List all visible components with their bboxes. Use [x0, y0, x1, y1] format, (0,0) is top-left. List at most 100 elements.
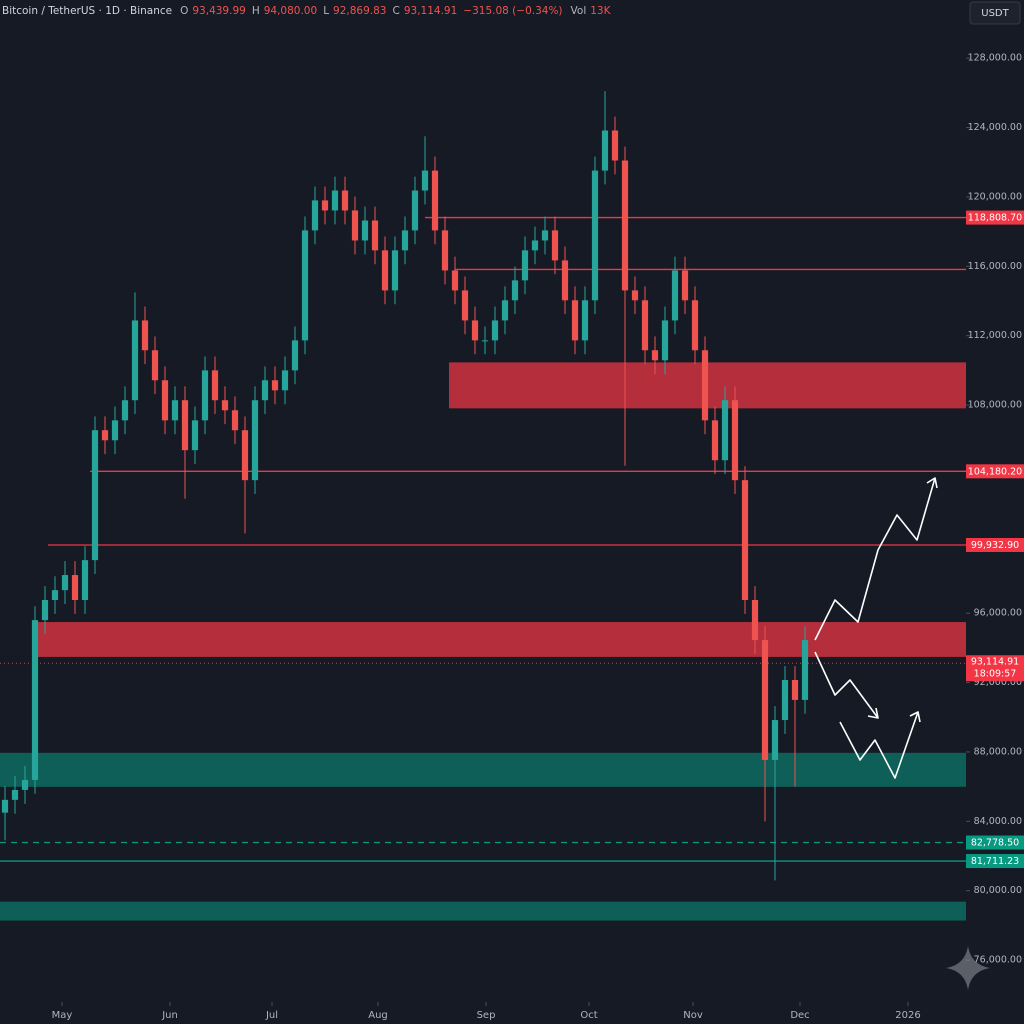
x-tick-label: Sep	[477, 1010, 496, 1021]
candle-body	[651, 350, 659, 361]
candle-body	[141, 320, 149, 351]
y-tick-label: 76,000.00	[974, 955, 1022, 966]
time-axis: May Jun Jul Aug Sep Oct Nov Dec 2026	[52, 1002, 921, 1021]
candle-body	[101, 430, 109, 441]
x-tick-label: 2026	[895, 1010, 920, 1021]
symbol: Bitcoin / TetherUS · 1D · Binance	[2, 5, 172, 17]
last-price-tag	[966, 655, 1024, 682]
candle-body	[471, 320, 479, 341]
countdown: 18:09:57	[974, 669, 1017, 680]
candle-body	[721, 400, 729, 461]
candle-body	[11, 789, 19, 800]
candle-body	[481, 340, 489, 342]
ohlc-key: O	[180, 5, 188, 17]
candle-body	[561, 260, 569, 301]
volume: 13K	[590, 5, 611, 17]
candle-body	[311, 200, 319, 231]
candle-body	[591, 170, 599, 301]
price-tag-label: 99,932.90	[971, 540, 1019, 551]
change: −315.08 (−0.34%)	[463, 5, 562, 17]
candle-body	[711, 420, 719, 461]
candle-body	[31, 620, 39, 780]
candle-body	[171, 400, 179, 421]
currency-label[interactable]: USDT	[981, 8, 1009, 19]
candle-body	[211, 370, 219, 401]
candle-body	[421, 170, 429, 191]
x-tick-label: Aug	[368, 1010, 388, 1021]
candle-body	[161, 380, 169, 421]
candle-body	[361, 220, 369, 241]
x-tick-label: Dec	[790, 1010, 809, 1021]
candle-body	[401, 230, 409, 251]
volume-key: Vol	[571, 5, 587, 17]
candle-body	[241, 430, 249, 481]
y-tick-label: 128,000.00	[968, 53, 1022, 64]
candle-body	[501, 300, 509, 321]
candle-body	[61, 575, 69, 591]
candle-body	[621, 160, 629, 291]
candle-body	[411, 190, 419, 231]
candle-body	[21, 779, 29, 790]
candle-body	[131, 320, 139, 401]
projection-arrow	[814, 477, 936, 641]
candle-body	[461, 290, 469, 321]
zone	[0, 901, 966, 921]
candle-body	[291, 340, 299, 371]
candle-body	[491, 320, 499, 341]
ohlc-value: 92,869.83	[333, 5, 386, 17]
x-tick-label: May	[52, 1010, 73, 1021]
ohlc-key: L	[323, 5, 329, 17]
candle-body	[181, 400, 189, 451]
candle-body	[451, 270, 459, 291]
price-tag-label: 104,180.20	[968, 466, 1022, 477]
candle-body	[261, 380, 269, 401]
candle-body	[681, 270, 689, 301]
candle-body	[121, 400, 129, 421]
currency-button[interactable]	[969, 1, 1021, 25]
candle-body	[661, 320, 669, 361]
zone	[35, 622, 966, 657]
candle-body	[541, 230, 549, 241]
y-tick-label: 80,000.00	[974, 885, 1022, 896]
price-tag-label: 118,808.70	[968, 213, 1022, 224]
candle-body	[151, 350, 159, 381]
candle-body	[781, 679, 789, 721]
candle-body	[611, 130, 619, 161]
candle-body	[601, 130, 609, 171]
candle-body	[631, 290, 639, 301]
projection-arrow	[814, 651, 879, 719]
candle-body	[531, 240, 539, 251]
price-tag-label: 82,778.50	[971, 838, 1019, 849]
y-tick-label: 96,000.00	[974, 608, 1022, 619]
candle-body	[271, 380, 279, 391]
candle-body	[571, 300, 579, 341]
y-tick-label: 120,000.00	[968, 191, 1022, 202]
candle-body	[511, 280, 519, 301]
candle-body	[391, 250, 399, 291]
candle-body	[671, 270, 679, 321]
y-tick-label: 92,000.00	[974, 677, 1022, 688]
candle-body	[701, 350, 709, 421]
y-tick-label: 84,000.00	[974, 816, 1022, 827]
ohlc-value: 94,080.00	[264, 5, 317, 17]
y-tick-label: 116,000.00	[968, 261, 1022, 272]
candle-body	[1, 799, 9, 813]
header: Bitcoin / TetherUS · 1D · Binance O 93,439…	[2, 5, 612, 17]
candle-body	[521, 250, 529, 281]
candle-body	[41, 600, 49, 621]
x-tick-label: Oct	[580, 1010, 597, 1021]
y-tick-label: 108,000.00	[968, 400, 1022, 411]
price-tag-label: 81,711.23	[971, 856, 1019, 867]
candle-body	[201, 370, 209, 421]
ohlc-value: 93,439.99	[192, 5, 245, 17]
price-tag	[966, 835, 1024, 850]
zone	[0, 752, 966, 787]
arrow-head	[909, 711, 921, 723]
candle-body	[71, 575, 79, 601]
price-tags: 118,808.70 104,180.20 99,932.90 82,778.50 81…	[966, 210, 1024, 869]
price-tag	[966, 464, 1024, 479]
ohlc-key: H	[252, 5, 260, 17]
candle-body	[281, 370, 289, 391]
